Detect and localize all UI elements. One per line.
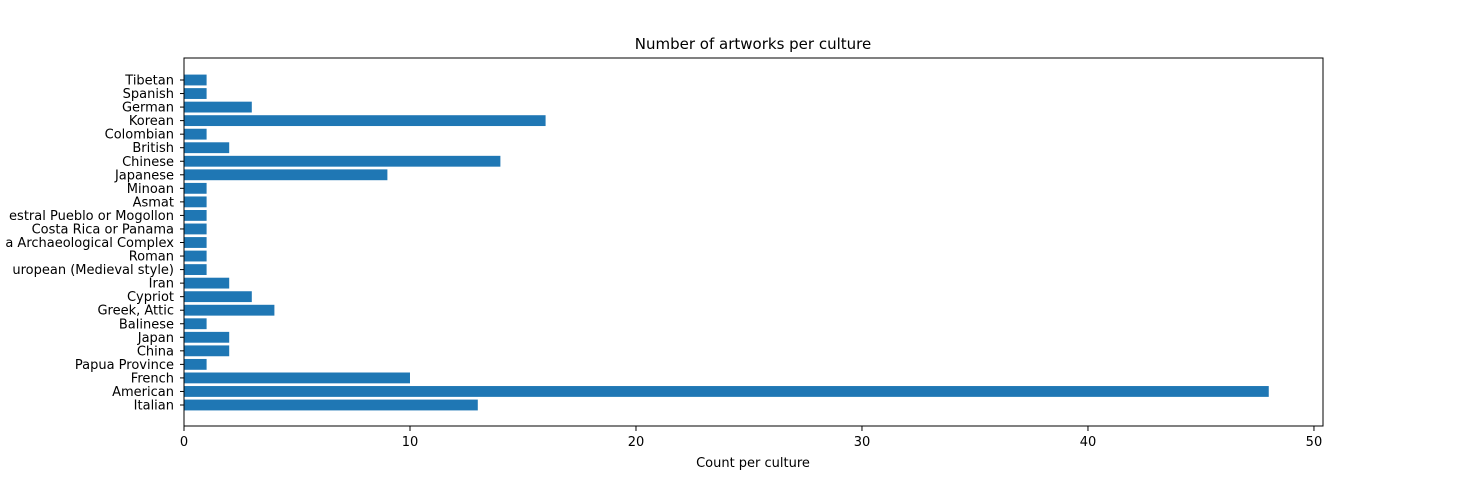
plot-frame xyxy=(183,57,1324,427)
y-tick-label: Italian xyxy=(134,399,174,414)
x-tick-label: 30 xyxy=(854,435,871,450)
bar-german xyxy=(184,101,252,113)
y-tick-label: German xyxy=(122,101,174,116)
bar-korean xyxy=(184,115,546,127)
y-tick-label: Asmat xyxy=(133,195,174,210)
y-tick-label: Japanese xyxy=(114,168,174,183)
x-tick-label: 10 xyxy=(402,435,419,450)
x-tick-label: 50 xyxy=(1306,435,1323,450)
bar-iran xyxy=(184,277,230,289)
bar-european-medieval-style- xyxy=(184,264,207,275)
x-tick-label: 40 xyxy=(1080,435,1097,450)
bar-japanese xyxy=(184,169,388,181)
bar-minoan xyxy=(184,182,207,194)
y-tick-label: China xyxy=(137,344,174,359)
x-tick-label: 20 xyxy=(628,435,645,450)
bar-french xyxy=(184,372,410,384)
bar-balinese xyxy=(184,318,207,330)
y-tick-label: Colombian xyxy=(105,128,174,143)
bar-asmat xyxy=(184,196,207,208)
y-tick-label: Roman xyxy=(129,250,174,265)
bar-colombian xyxy=(184,128,207,140)
bar-greek-attic xyxy=(184,304,275,316)
y-tick-label: Balinese xyxy=(119,317,174,332)
y-tick-label: Tibetan xyxy=(124,74,174,89)
y-tick-label: uropean (Medieval style) xyxy=(12,263,174,278)
y-tick-label: Minoan xyxy=(127,182,174,197)
y-tick-label: estral Pueblo or Mogollon xyxy=(9,209,174,224)
bar-roman xyxy=(184,250,207,262)
y-tick-label: Cypriot xyxy=(127,290,174,305)
bar-costa-rica-or-panama xyxy=(184,223,207,235)
y-tick-label: Chinese xyxy=(122,155,174,170)
bar-british xyxy=(184,142,230,154)
bar-spanish xyxy=(184,88,207,99)
bar-china xyxy=(184,345,230,357)
bar-american xyxy=(184,386,1269,397)
x-axis-label: Count per culture xyxy=(696,456,810,471)
y-tick-label: American xyxy=(112,385,174,400)
bar-chinese xyxy=(184,155,501,167)
y-tick-label: Costa Rica or Panama xyxy=(32,222,174,237)
y-tick-label: Greek, Attic xyxy=(97,304,174,319)
y-tick-label: Iran xyxy=(149,277,174,292)
bar-papua-province xyxy=(184,358,207,370)
y-tick-label: Papua Province xyxy=(75,358,174,373)
y-tick-label: Korean xyxy=(129,114,174,129)
bar-ancestral-pueblo-or-mogollon xyxy=(184,210,207,221)
y-tick-label: Japan xyxy=(137,331,174,346)
bar-archaeological-complex xyxy=(184,237,207,248)
bar-tibetan xyxy=(184,74,207,86)
y-tick-label: a Archaeological Complex xyxy=(5,236,174,251)
bar-italian xyxy=(184,399,478,411)
x-tick-label: 0 xyxy=(180,435,188,450)
bars-layer xyxy=(184,74,1269,411)
bar-japan xyxy=(184,331,230,343)
y-tick-label: Spanish xyxy=(123,87,174,102)
y-tick-label: French xyxy=(131,371,174,386)
y-tick-label: British xyxy=(132,141,174,156)
bar-cypriot xyxy=(184,291,252,303)
x-axis: 0 10 20 30 40 50 xyxy=(180,426,1322,450)
chart-title: Number of artworks per culture xyxy=(635,35,871,53)
